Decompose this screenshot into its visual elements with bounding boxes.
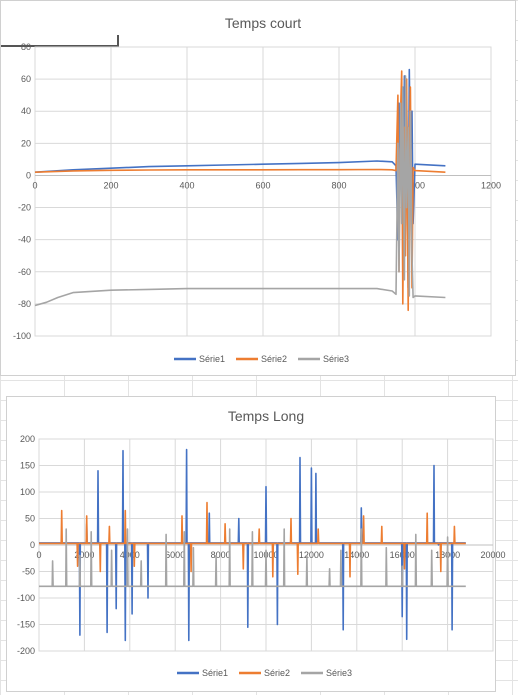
series-line-3 [34, 75, 446, 307]
legend-label: Série3 [326, 668, 352, 678]
series-line-2 [39, 501, 466, 578]
y-tick-label: 100 [20, 487, 35, 497]
y-tick-label: 50 [25, 514, 35, 524]
series-line-2 [34, 70, 446, 312]
y-tick-label: 0 [30, 540, 35, 550]
spreadsheet-cell [1, 35, 119, 47]
y-tick-label: -40 [18, 235, 31, 245]
legend-label: Série1 [202, 668, 228, 678]
series-line-1 [39, 448, 466, 642]
y-tick-label: -200 [17, 646, 35, 656]
x-tick-label: 800 [331, 180, 346, 190]
x-tick-label: 6000 [165, 550, 185, 560]
legend-label: Série1 [199, 354, 225, 364]
x-tick-label: 20000 [480, 550, 505, 560]
y-tick-label: 200 [20, 434, 35, 444]
series-line-3 [39, 528, 466, 588]
y-tick-label: 80 [21, 42, 31, 52]
chart-title: Temps Long [228, 408, 304, 424]
x-tick-label: 0 [36, 550, 41, 560]
y-tick-label: -100 [17, 593, 35, 603]
y-tick-label: 60 [21, 74, 31, 84]
x-tick-label: 4000 [120, 550, 140, 560]
y-tick-label: 20 [21, 138, 31, 148]
y-tick-label: 150 [20, 461, 35, 471]
y-tick-label: -80 [18, 299, 31, 309]
series-line-1 [34, 68, 446, 289]
y-tick-label: -150 [17, 620, 35, 630]
x-tick-label: 200 [103, 180, 118, 190]
legend-label: Série2 [264, 668, 290, 678]
x-tick-label: 14000 [344, 550, 369, 560]
y-tick-label: -50 [22, 567, 35, 577]
y-tick-label: 0 [26, 170, 31, 180]
x-tick-label: 2000 [74, 550, 94, 560]
chart-temps-court: Temps court 80 60 40 20 0 -20 -40 -60 -80 -100 0 200… [0, 0, 516, 376]
chart-title: Temps court [225, 15, 301, 31]
y-tick-label: -20 [18, 203, 31, 213]
y-tick-label: -60 [18, 267, 31, 277]
x-tick-label: 0 [32, 180, 37, 190]
x-tick-label: 400 [179, 180, 194, 190]
x-tick-label: 1200 [481, 180, 501, 190]
x-tick-label: 8000 [211, 550, 231, 560]
chart-temps-long: Temps Long 200 150 100 50 0 -50 -100 -150 -200 0 20… [6, 396, 506, 692]
legend-label: Série3 [323, 354, 349, 364]
y-tick-label: 40 [21, 106, 31, 116]
y-tick-label: -100 [13, 331, 31, 341]
legend-label: Série2 [261, 354, 287, 364]
x-tick-label: 12000 [299, 550, 324, 560]
x-tick-label: 600 [255, 180, 270, 190]
